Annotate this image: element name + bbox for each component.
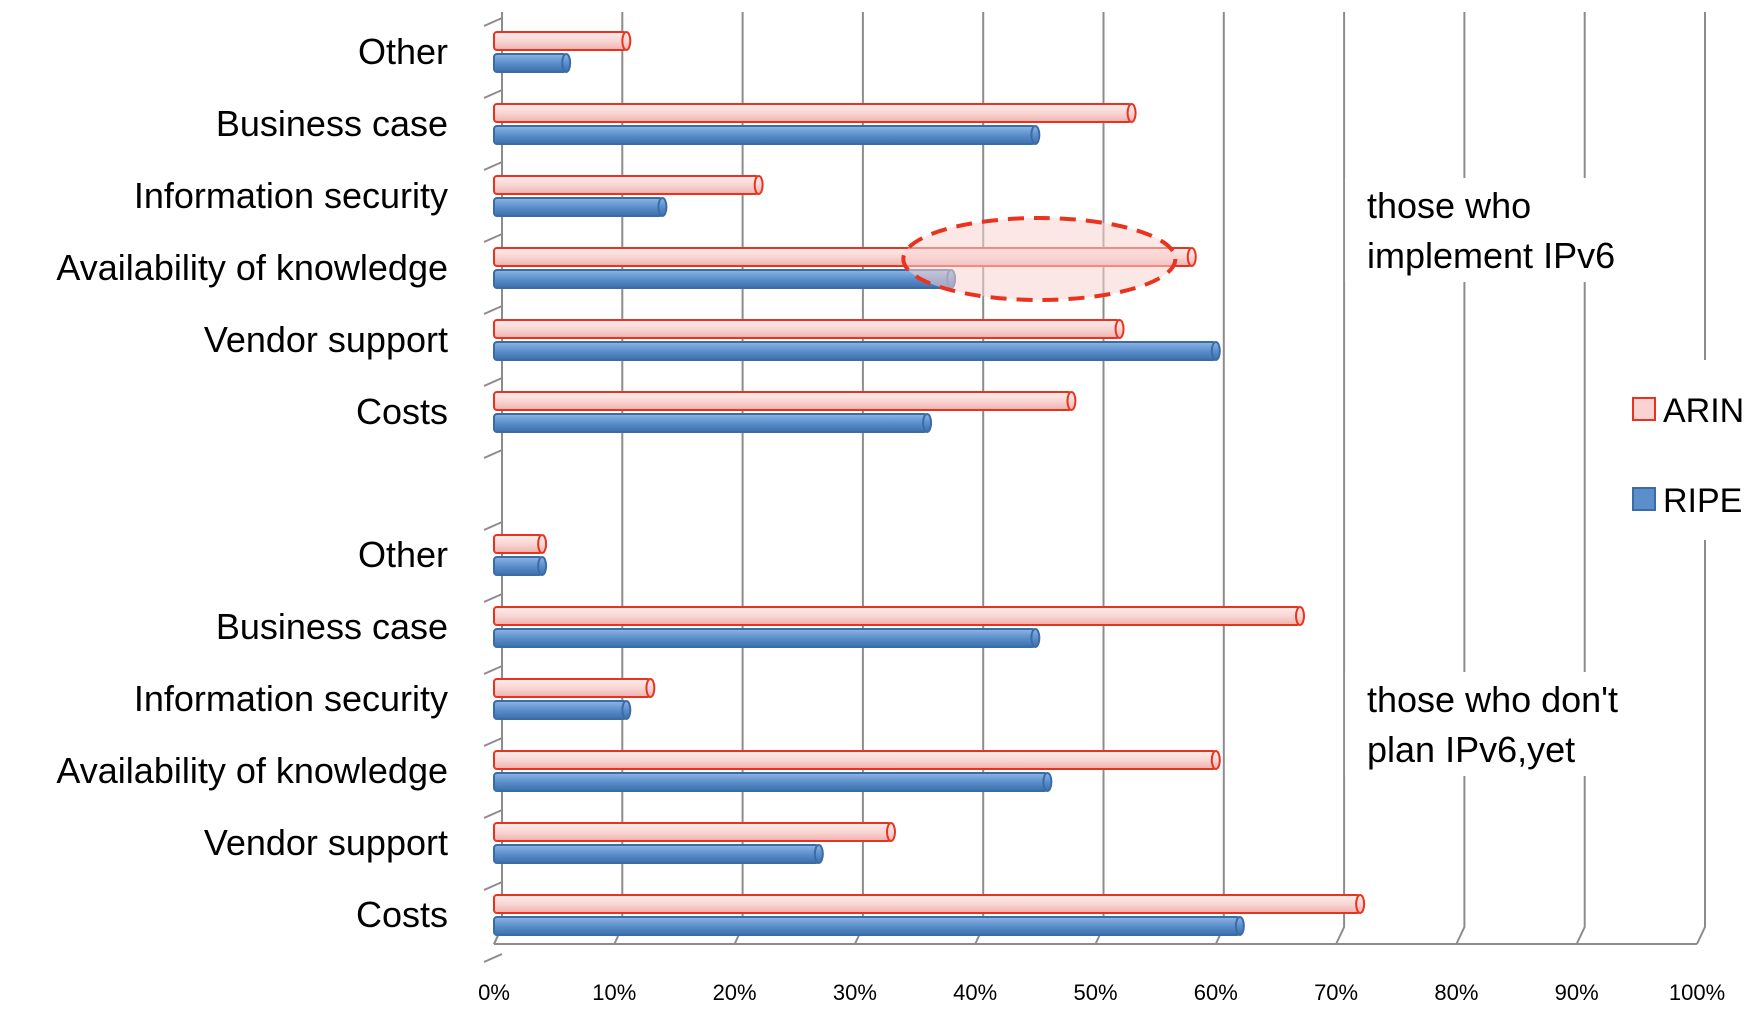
- gridline: [493, 12, 503, 945]
- category-label: Other: [358, 534, 448, 575]
- bar-arin: [493, 391, 1077, 411]
- bar-ripe: [493, 197, 668, 217]
- y-axis-line: [493, 12, 503, 945]
- y-tick-mark: [483, 881, 503, 891]
- group-label: those who don't plan IPv6,yet: [1367, 679, 1618, 770]
- gridline: [1214, 12, 1225, 945]
- bar-ripe: [493, 269, 957, 289]
- y-tick-mark: [483, 593, 503, 603]
- y-tick-mark: [483, 449, 503, 459]
- gridline: [1696, 12, 1706, 945]
- gridline: [853, 12, 864, 945]
- gridline: [1455, 12, 1466, 945]
- bar-arin: [493, 319, 1125, 339]
- legend-label-ripe: RIPE: [1663, 482, 1742, 520]
- y-axis: [483, 12, 1697, 963]
- legend-label-arin: ARIN: [1663, 392, 1744, 430]
- bar-ripe: [493, 772, 1053, 792]
- x-tick-label: 90%: [1555, 980, 1599, 1005]
- y-tick-mark: [483, 521, 503, 531]
- bar-ripe: [493, 341, 1221, 361]
- gridline: [974, 12, 985, 945]
- gridline: [1094, 12, 1105, 945]
- x-tick-label: 20%: [713, 980, 757, 1005]
- bar-ripe: [493, 53, 572, 73]
- x-tick-label: 100%: [1669, 980, 1725, 1005]
- bars: [493, 31, 1366, 936]
- x-tick-label: 70%: [1314, 980, 1358, 1005]
- x-tick-label: 30%: [833, 980, 877, 1005]
- category-label: Information security: [134, 175, 448, 216]
- category-label: Costs: [356, 894, 448, 935]
- y-tick-mark: [483, 161, 503, 171]
- x-tick-labels: 0% 10% 20% 30% 40% 50% 60% 70% 80% 90% 100%: [478, 980, 1725, 1005]
- category-label: Vendor support: [204, 822, 448, 863]
- group-label: those who implement IPv6: [1367, 185, 1615, 276]
- bar-arin: [493, 750, 1221, 770]
- bar-ripe: [493, 628, 1041, 648]
- gridlines: [493, 12, 1706, 945]
- x-tick-label: 60%: [1194, 980, 1238, 1005]
- group-labels: those who implement IPv6 those who don't pl…: [1345, 178, 1665, 776]
- gridline: [733, 12, 744, 945]
- category-label: Costs: [356, 391, 448, 432]
- category-label: Business case: [216, 606, 448, 647]
- category-label: Information security: [134, 678, 448, 719]
- bar-ripe: [493, 844, 824, 864]
- x-tick-label: 50%: [1073, 980, 1117, 1005]
- category-labels: Other Business case Information security Av…: [56, 31, 448, 935]
- bar-arin: [493, 534, 548, 554]
- bar-arin: [493, 822, 896, 842]
- bar-arin: [493, 175, 764, 195]
- bar-arin: [493, 894, 1366, 914]
- gridline: [1335, 12, 1346, 945]
- x-tick-label: 10%: [592, 980, 636, 1005]
- y-tick-mark: [483, 233, 503, 243]
- category-label: Availability of knowledge: [56, 247, 448, 288]
- group-label-line: those who don't: [1367, 679, 1618, 720]
- x-tick-label: 0%: [478, 980, 510, 1005]
- group-label-line: implement IPv6: [1367, 235, 1615, 276]
- group-label-line: those who: [1367, 185, 1531, 226]
- category-label: Other: [358, 31, 448, 72]
- bar-arin: [493, 606, 1306, 626]
- y-tick-mark: [483, 89, 503, 99]
- bar-arin: [493, 103, 1137, 123]
- category-label: Vendor support: [204, 319, 448, 360]
- bar-ripe: [493, 556, 548, 576]
- group-label-backdrop: [1345, 672, 1665, 776]
- bar-arin: [493, 678, 656, 698]
- category-label: Availability of knowledge: [56, 750, 448, 791]
- legend-swatch-arin: [1632, 397, 1656, 421]
- gridline: [1575, 12, 1586, 945]
- legend: ARIN RIPE: [1620, 360, 1758, 540]
- bar-ripe: [493, 413, 933, 433]
- y-tick-mark: [483, 737, 503, 747]
- category-label: Business case: [216, 103, 448, 144]
- bar-arin: [493, 31, 632, 51]
- bar-ripe: [493, 916, 1245, 936]
- x-tick-label: 80%: [1434, 980, 1478, 1005]
- bar-ripe: [493, 700, 632, 720]
- group-label-line: plan IPv6,yet: [1367, 729, 1575, 770]
- bar-ripe: [493, 125, 1041, 145]
- y-tick-mark: [483, 305, 503, 315]
- gridline: [613, 12, 624, 945]
- y-tick-mark: [483, 953, 503, 963]
- y-tick-mark: [483, 377, 503, 387]
- group-label-backdrop: [1345, 178, 1665, 282]
- x-tick-label: 40%: [953, 980, 997, 1005]
- y-tick-mark: [483, 665, 503, 675]
- highlight-ellipse: [901, 216, 1178, 302]
- legend-swatch-ripe: [1632, 487, 1656, 511]
- y-tick-mark: [483, 809, 503, 819]
- y-tick-mark: [483, 17, 503, 27]
